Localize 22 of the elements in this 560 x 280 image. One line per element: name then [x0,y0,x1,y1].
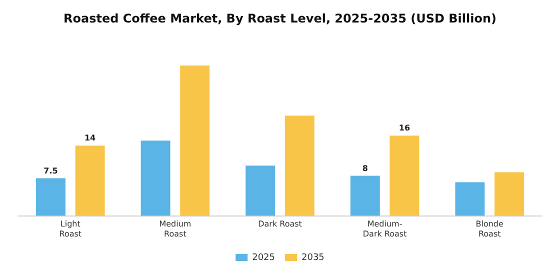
chart-title: Roasted Coffee Market, By Roast Level, 2025-2035 (USD Billion) [63,11,497,26]
bar [36,178,66,216]
bar [455,182,485,216]
data-label: 7.5 [44,166,58,176]
x-tick-label: Dark Roast [258,220,302,229]
data-label: 14 [84,134,96,143]
x-tick-label: Light Roast [59,220,82,238]
x-tick-label: Medium- Dark Roast [362,220,407,238]
bar [390,136,420,216]
x-tick-label: Medium Roast [159,220,192,238]
bar [350,176,380,216]
bar [246,166,276,216]
data-label: 8 [362,164,368,173]
bar [140,140,170,216]
x-tick-label: Blonde Roast [476,220,504,238]
bar [75,146,105,216]
bar [494,172,524,216]
legend-label: 2025 [252,252,275,263]
bar [284,116,314,216]
data-label: 16 [398,124,410,133]
bar [180,65,210,216]
legend-label: 2035 [302,252,324,263]
